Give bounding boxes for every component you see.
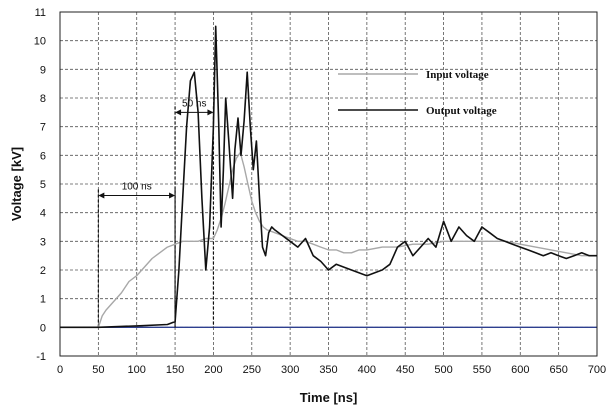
x-tick-label: 500 bbox=[434, 364, 452, 376]
x-tick-label: 700 bbox=[588, 364, 606, 376]
x-tick-label: 350 bbox=[319, 364, 337, 376]
x-tick-label: 0 bbox=[57, 364, 63, 376]
legend: Input voltage Output voltage bbox=[338, 69, 497, 117]
y-tick-label: -1 bbox=[36, 351, 46, 363]
annotation-arrowhead bbox=[98, 192, 105, 199]
y-tick-label: 2 bbox=[40, 265, 46, 277]
x-tick-label: 450 bbox=[396, 364, 414, 376]
x-tick-label: 600 bbox=[511, 364, 529, 376]
x-axis-label: Time [ns] bbox=[300, 390, 358, 405]
y-tick-label: 6 bbox=[40, 150, 46, 162]
x-tick-label: 200 bbox=[204, 364, 222, 376]
x-tick-label: 150 bbox=[166, 364, 184, 376]
y-tick-label: 5 bbox=[40, 179, 46, 191]
y-tick-labels: -1 0 1 2 3 4 5 6 7 8 9 10 11 bbox=[34, 7, 46, 363]
y-tick-label: 7 bbox=[40, 122, 46, 134]
plot-border-rect bbox=[59, 11, 598, 357]
y-tick-label: 8 bbox=[40, 93, 46, 105]
x-tick-label: 300 bbox=[281, 364, 299, 376]
x-tick-label: 50 bbox=[92, 364, 104, 376]
y-tick-label: 9 bbox=[40, 64, 46, 76]
y-axis-label: Voltage [kV] bbox=[9, 147, 24, 221]
x-tick-label: 400 bbox=[358, 364, 376, 376]
series-line-output-voltage bbox=[60, 25, 597, 329]
annotation-arrowhead bbox=[175, 109, 182, 116]
annotation-label: 100 ns bbox=[122, 181, 152, 192]
series-lines bbox=[60, 25, 597, 329]
x-tick-label: 100 bbox=[128, 364, 146, 376]
x-tick-label: 650 bbox=[549, 364, 567, 376]
x-tick-label: 550 bbox=[473, 364, 491, 376]
annotation-label: 50 ns bbox=[182, 98, 206, 109]
y-tick-label: 4 bbox=[40, 208, 46, 220]
y-tick-label: 11 bbox=[35, 7, 46, 19]
annotation-arrowhead bbox=[169, 192, 176, 199]
annotation-arrowhead bbox=[207, 109, 214, 116]
y-tick-label: 3 bbox=[40, 236, 46, 248]
legend-entry: Input voltage bbox=[426, 69, 489, 81]
y-tick-label: 1 bbox=[40, 294, 46, 306]
plot-border bbox=[59, 11, 598, 357]
y-tick-label: 0 bbox=[40, 322, 46, 334]
legend-entry: Output voltage bbox=[426, 105, 497, 117]
y-tick-label: 10 bbox=[34, 36, 46, 48]
x-tick-labels: 0 50 100 150 200 250 300 350 400 450 500 550 600 650 7… bbox=[57, 364, 606, 376]
x-tick-label: 250 bbox=[243, 364, 261, 376]
